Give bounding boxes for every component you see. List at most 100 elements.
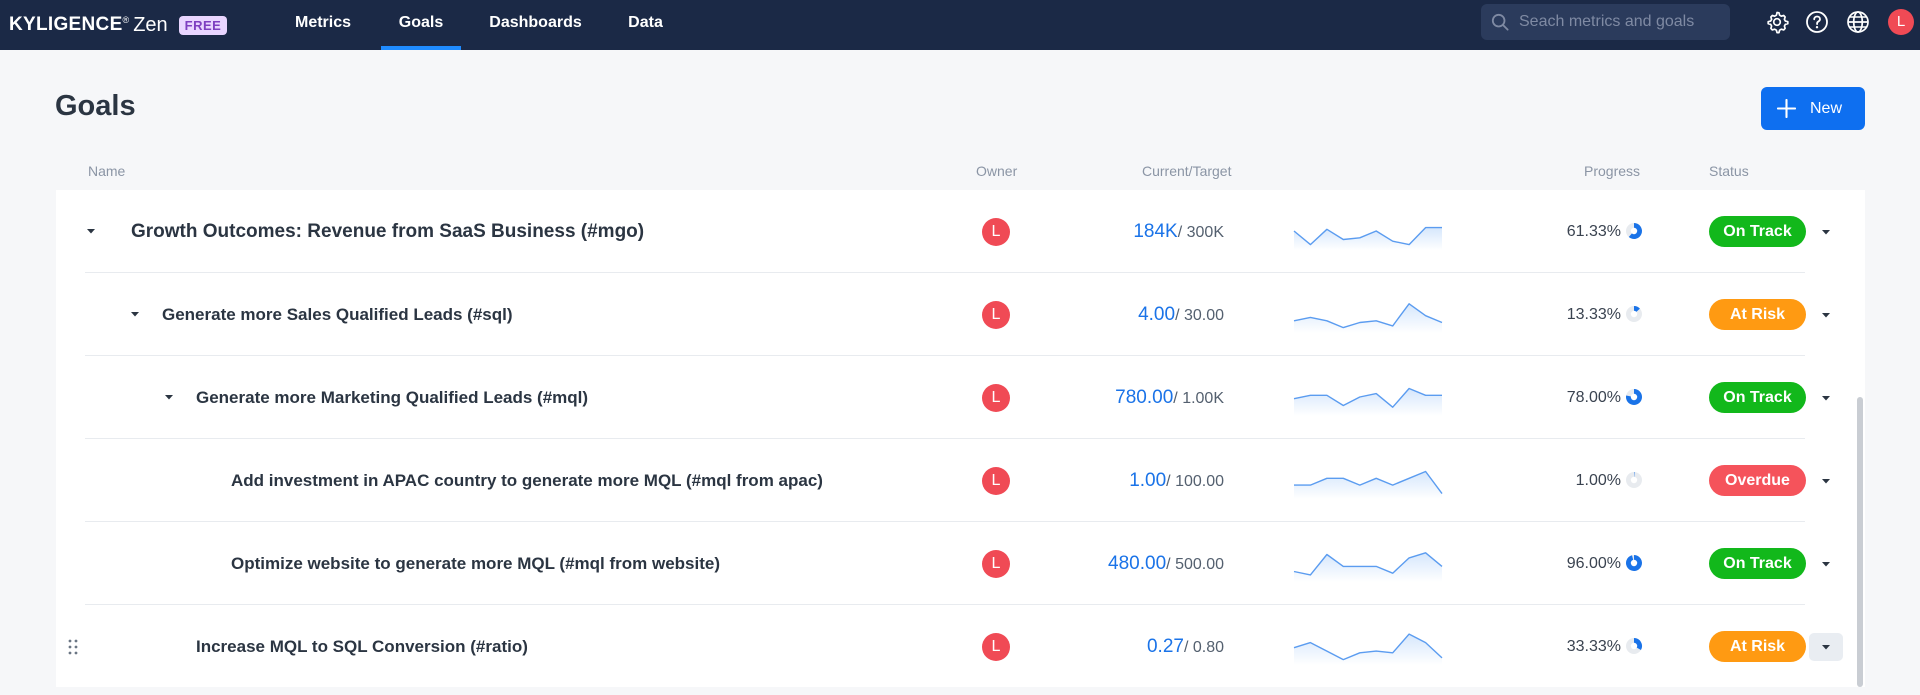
- current-target: 4.00/ 30.00: [1056, 273, 1224, 356]
- current-target: 184K/ 300K: [1056, 190, 1224, 273]
- row-menu-button[interactable]: [1809, 384, 1843, 412]
- row-divider: [85, 521, 1805, 522]
- top-navbar: KYLIGENCE ® Zen FREE Metrics Goals Dashb…: [0, 0, 1920, 50]
- help-icon[interactable]: [1805, 10, 1829, 34]
- progress-percent: 96.00%: [1566, 555, 1621, 572]
- goal-row[interactable]: Add investment in APAC country to genera…: [56, 439, 1865, 522]
- current-target: 780.00/ 1.00K: [1056, 356, 1224, 439]
- nav-tab-dashboards[interactable]: Dashboards: [489, 14, 582, 31]
- gear-icon[interactable]: [1765, 10, 1789, 34]
- chevron-down-icon: [1822, 396, 1830, 401]
- goal-row[interactable]: Generate more Sales Qualified Leads (#sq…: [56, 273, 1865, 356]
- progress-percent: 13.33%: [1566, 306, 1621, 323]
- column-header-current-target: Current/Target: [1142, 163, 1232, 179]
- target-value: / 1.00K: [1173, 390, 1224, 407]
- trend-sparkline: [1294, 470, 1443, 499]
- goal-name[interactable]: Increase MQL to SQL Conversion (#ratio): [196, 637, 528, 656]
- progress-pie-icon: [1625, 555, 1642, 571]
- owner-avatar: L: [982, 633, 1010, 661]
- status-badge: On Track: [1709, 216, 1806, 247]
- goals-table: Growth Outcomes: Revenue from SaaS Busin…: [56, 190, 1865, 687]
- search-box: [1481, 4, 1730, 40]
- column-header-name: Name: [88, 163, 126, 179]
- trend-sparkline: [1293, 552, 1443, 582]
- current-value: 0.27: [1146, 636, 1184, 657]
- goal-name[interactable]: Generate more Marketing Qualified Leads …: [196, 388, 589, 407]
- user-avatar[interactable]: L: [1888, 9, 1914, 35]
- chevron-down-icon: [1822, 562, 1830, 567]
- status-badge: At Risk: [1709, 631, 1806, 662]
- registered-mark: ®: [122, 15, 130, 25]
- status-badge: Overdue: [1709, 465, 1806, 496]
- nav-tab-metrics[interactable]: Metrics: [294, 14, 352, 31]
- current-target: 1.00/ 100.00: [1056, 439, 1224, 522]
- target-value: / 300K: [1177, 224, 1224, 241]
- current-value: 480.00: [1108, 553, 1167, 574]
- goal-name[interactable]: Growth Outcomes: Revenue from SaaS Busin…: [131, 221, 645, 242]
- row-menu-button[interactable]: [1809, 633, 1843, 661]
- collapse-caret-icon[interactable]: [129, 309, 141, 319]
- status-badge: At Risk: [1709, 299, 1806, 330]
- goal-name[interactable]: Optimize website to generate more MQL (#…: [231, 554, 720, 573]
- owner-avatar: L: [982, 550, 1010, 578]
- nav-tab-goals[interactable]: Goals: [381, 0, 461, 50]
- current-target: 480.00/ 500.00: [1056, 522, 1224, 605]
- progress-percent: 33.33%: [1566, 638, 1621, 655]
- goal-row[interactable]: Optimize website to generate more MQL (#…: [56, 522, 1865, 605]
- plus-icon: [1777, 99, 1796, 118]
- row-menu-button[interactable]: [1809, 218, 1843, 246]
- row-divider: [85, 604, 1805, 605]
- goal-row[interactable]: Increase MQL to SQL Conversion (#ratio) L…: [56, 605, 1865, 688]
- target-value: / 100.00: [1166, 473, 1224, 490]
- goal-name[interactable]: Add investment in APAC country to genera…: [231, 471, 823, 490]
- row-menu-button[interactable]: [1809, 301, 1843, 329]
- globe-icon[interactable]: [1846, 10, 1870, 34]
- chevron-down-icon: [1822, 230, 1830, 235]
- collapse-caret-icon[interactable]: [85, 226, 97, 236]
- current-value: 1.00: [1129, 470, 1167, 491]
- drag-handle-icon[interactable]: [68, 639, 78, 655]
- progress-pie-icon: [1626, 472, 1642, 488]
- row-menu-button[interactable]: [1809, 467, 1843, 495]
- target-value: / 30.00: [1175, 307, 1224, 324]
- goal-row[interactable]: Growth Outcomes: Revenue from SaaS Busin…: [56, 190, 1865, 273]
- new-goal-button[interactable]: New: [1761, 87, 1865, 130]
- target-value: / 500.00: [1166, 556, 1224, 573]
- owner-avatar: L: [982, 301, 1010, 329]
- trend-sparkline: [1293, 226, 1442, 250]
- chevron-down-icon: [1822, 479, 1830, 484]
- logo-text: KYLIGENCE: [9, 14, 123, 35]
- status-badge: On Track: [1709, 548, 1806, 579]
- status-badge: On Track: [1709, 382, 1806, 413]
- row-divider: [85, 272, 1805, 273]
- owner-avatar: L: [982, 384, 1010, 412]
- app-logo[interactable]: KYLIGENCE ® Zen FREE: [9, 13, 228, 37]
- goal-name[interactable]: Generate more Sales Qualified Leads (#sq…: [162, 305, 513, 324]
- column-header-status: Status: [1709, 163, 1749, 179]
- logo-subtitle: Zen: [133, 13, 168, 36]
- column-header-progress: Progress: [1584, 163, 1641, 179]
- collapse-caret-icon[interactable]: [163, 392, 175, 402]
- progress-percent: 78.00%: [1566, 389, 1621, 406]
- nav-tab-data[interactable]: Data: [628, 14, 663, 31]
- trend-sparkline: [1293, 633, 1443, 665]
- owner-avatar: L: [982, 218, 1010, 246]
- trend-sparkline: [1293, 387, 1442, 416]
- row-menu-button[interactable]: [1809, 550, 1843, 578]
- page-title: Goals: [55, 90, 136, 122]
- chevron-down-icon: [1822, 645, 1830, 650]
- new-button-label: New: [1810, 100, 1843, 117]
- progress-percent: 1.00%: [1575, 472, 1621, 489]
- scrollbar[interactable]: [1857, 397, 1863, 687]
- row-divider: [85, 438, 1805, 439]
- trend-sparkline: [1293, 303, 1443, 333]
- goal-row[interactable]: Generate more Marketing Qualified Leads …: [56, 356, 1865, 439]
- progress-pie-icon: [1625, 389, 1642, 405]
- progress-percent: 61.33%: [1566, 223, 1621, 240]
- search-icon: [1491, 13, 1509, 31]
- search-input[interactable]: [1519, 4, 1724, 40]
- current-value: 780.00: [1115, 387, 1174, 408]
- progress-pie-icon: [1626, 223, 1642, 239]
- progress-pie-icon: [1626, 638, 1643, 654]
- current-target: 0.27/ 0.80: [1056, 605, 1224, 688]
